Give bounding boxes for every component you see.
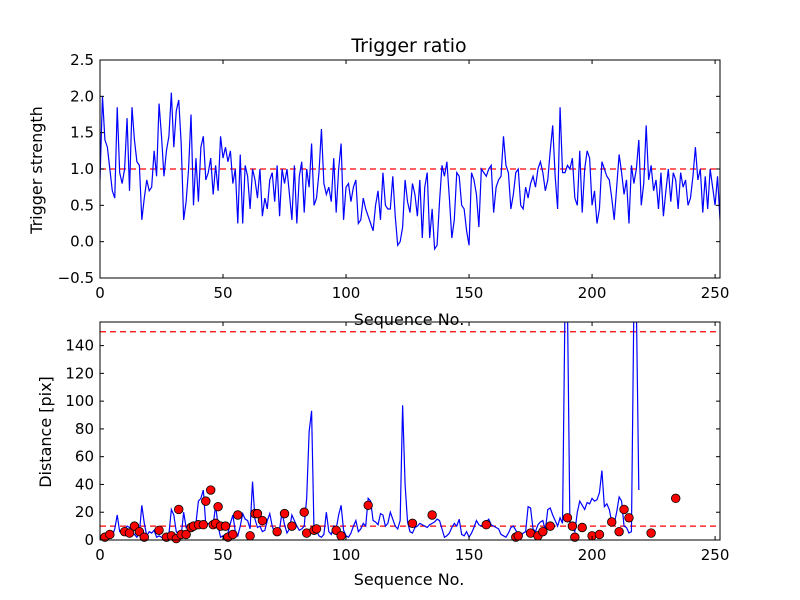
data-point	[567, 521, 578, 531]
x-tick-label: 100	[332, 284, 361, 302]
y-tick-label: 40	[75, 475, 94, 493]
y-tick-label: 120	[65, 364, 94, 382]
y-tick-label: 0	[84, 531, 94, 549]
data-point	[562, 513, 573, 523]
series-line	[100, 92, 720, 251]
data-point	[671, 493, 681, 504]
data-point	[538, 526, 548, 537]
x-tick-label: 0	[95, 284, 105, 302]
data-point	[287, 521, 297, 531]
y-tick-label: 60	[75, 448, 94, 466]
data-point	[427, 510, 437, 520]
x-tick-label: 150	[455, 284, 484, 302]
y-tick-label: 140	[65, 337, 94, 355]
x-tick-label: 100	[332, 546, 361, 564]
x-tick-label: 50	[213, 284, 232, 302]
data-point	[252, 508, 263, 519]
data-point	[201, 496, 211, 506]
data-point	[545, 521, 555, 531]
y-tick-label: 1.5	[70, 124, 94, 142]
data-point	[181, 529, 191, 540]
trigger-plot-area: 0 50 100 150 200 250 −0.5 0.0 0.5 1.0 1.5 2.0 2.5	[58, 51, 730, 302]
data-point	[311, 524, 322, 534]
data-point	[594, 529, 605, 540]
trigger-ratio-chart: Trigger ratio 0 50 100 150 200 250 −0.5 0.0 0.5 1…	[27, 35, 730, 329]
data-point	[279, 508, 290, 519]
data-point	[154, 525, 164, 535]
y-tick-label: 80	[75, 420, 94, 438]
data-point	[624, 513, 634, 523]
y-tick-label: 2.5	[70, 51, 94, 69]
y-tick-label: 1.0	[70, 160, 94, 178]
data-point	[124, 528, 135, 538]
data-point	[646, 528, 656, 538]
distance-chart: 0 50 100 150 200 250 0 20 40 60 80 100 120 140 Sequen…	[36, 321, 730, 589]
x-tick-label: 50	[213, 546, 232, 564]
data-point	[619, 504, 629, 515]
x-tick-label: 200	[578, 284, 607, 302]
data-point	[607, 517, 617, 527]
x-axis-label: Sequence No.	[354, 570, 465, 589]
y-tick-label: 0.0	[70, 233, 94, 251]
chart-title: Trigger ratio	[350, 35, 466, 57]
data-point	[139, 532, 149, 542]
data-point	[570, 532, 580, 542]
x-tick-label: 250	[701, 284, 730, 302]
y-tick-label: 2.0	[70, 87, 94, 105]
data-point	[198, 520, 209, 530]
x-tick-label: 200	[578, 546, 607, 564]
y-axis-label: Trigger strength	[27, 106, 46, 235]
data-point	[220, 521, 231, 531]
y-axis-label: Distance [pix]	[36, 376, 55, 488]
x-tick-label: 150	[455, 546, 484, 564]
data-point	[299, 507, 309, 517]
data-point	[577, 522, 587, 533]
data-point	[206, 485, 216, 495]
x-axis-label: Sequence No.	[354, 310, 465, 329]
data-point	[363, 500, 373, 510]
y-tick-label: 20	[75, 503, 94, 521]
data-point	[614, 526, 624, 537]
data-point	[105, 529, 115, 540]
distance-plot-area: 0 50 100 150 200 250 0 20 40 60 80 100 120 140	[65, 321, 730, 564]
data-point	[481, 520, 491, 530]
data-point	[245, 531, 255, 541]
data-point	[228, 529, 238, 540]
data-point	[336, 531, 346, 541]
x-tick-label: 0	[95, 546, 105, 564]
data-point	[213, 501, 223, 512]
data-point	[407, 518, 418, 529]
data-point	[257, 515, 268, 526]
y-tick-label: 100	[65, 392, 94, 410]
y-tick-label: 0.5	[70, 196, 94, 214]
plot-frame	[99, 321, 721, 541]
data-point	[233, 510, 243, 520]
y-tick-label: −0.5	[58, 269, 94, 287]
data-point	[513, 531, 523, 541]
x-tick-label: 250	[701, 546, 730, 564]
data-point	[272, 526, 282, 537]
data-point	[174, 504, 184, 515]
